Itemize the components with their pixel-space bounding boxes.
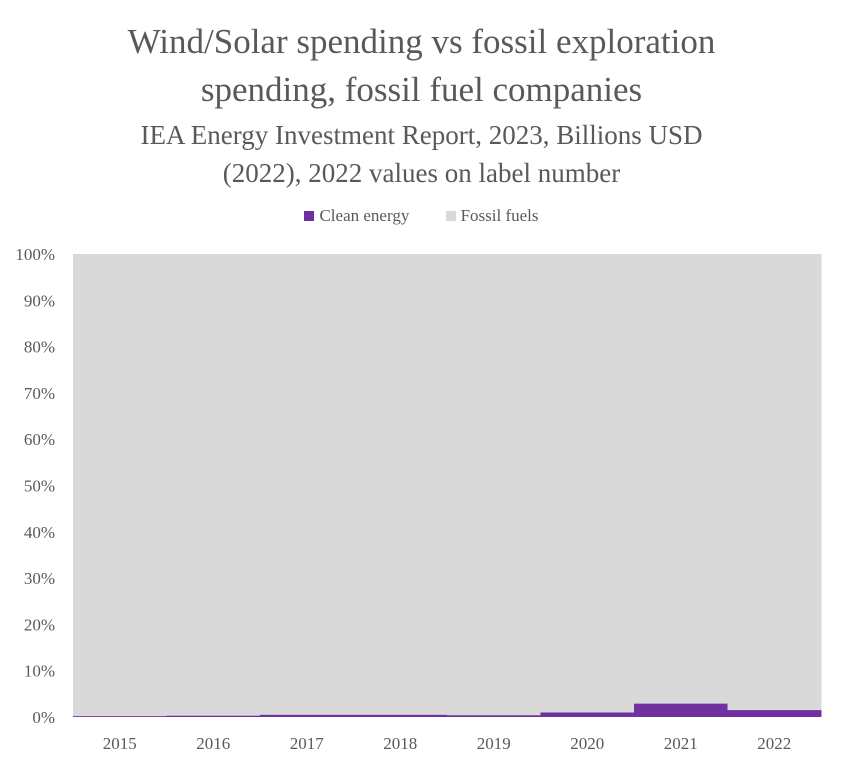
legend-label-fossil-fuels: Fossil fuels — [460, 206, 539, 225]
bar-clean-energy-2017 — [260, 714, 354, 717]
chart-title: Wind/Solar spending vs fossil exploratio… — [0, 18, 843, 114]
y-tick-label: 50% — [24, 477, 55, 496]
chart-subtitle-line: IEA Energy Investment Report, 2023, Bill… — [140, 120, 703, 188]
bar-fossil-fuels-2018 — [353, 254, 448, 715]
bar-fossil-fuels-2022 — [727, 254, 822, 711]
legend-item-fossil-fuels: Fossil fuels — [445, 206, 539, 226]
y-tick-label: 40% — [24, 523, 55, 542]
x-tick-label: 2017 — [290, 734, 325, 753]
legend-swatch-clean-energy — [304, 211, 315, 221]
bar-clean-energy-2022 — [727, 710, 822, 717]
y-tick-label: 0% — [32, 708, 55, 727]
bar-fossil-fuels-2021 — [634, 254, 728, 704]
x-tick-label: 2018 — [383, 734, 417, 753]
bar-clean-energy-2015 — [73, 716, 167, 717]
bar-clean-energy-2021 — [634, 703, 728, 717]
bar-clean-energy-2019 — [447, 715, 541, 717]
bar-fossil-fuels-2016 — [166, 254, 261, 716]
x-tick-label: 2019 — [477, 734, 511, 753]
y-tick-label: 80% — [24, 338, 55, 357]
chart-title-line: Wind/Solar spending vs fossil exploratio… — [127, 22, 716, 109]
chart-subtitle: IEA Energy Investment Report, 2023, Bill… — [0, 116, 843, 192]
bar-clean-energy-2016 — [166, 715, 261, 717]
legend-swatch-fossil-fuels — [445, 211, 456, 221]
bar-clean-energy-2018 — [353, 714, 448, 717]
bar-fossil-fuels-2015 — [73, 254, 167, 717]
x-tick-label: 2016 — [196, 734, 230, 753]
y-tick-label: 90% — [24, 291, 55, 310]
x-tick-label: 2015 — [103, 734, 137, 753]
y-tick-label: 10% — [24, 662, 55, 681]
bar-clean-energy-2020 — [540, 712, 635, 717]
bar-fossil-fuels-2020 — [540, 254, 635, 713]
x-tick-label: 2022 — [757, 734, 791, 753]
y-tick-label: 60% — [24, 430, 55, 449]
bar-fossil-fuels-2019 — [447, 254, 541, 716]
bar-fossil-fuels-2017 — [260, 254, 354, 715]
legend-item-clean-energy: Clean energy — [304, 206, 409, 226]
legend: Clean energy Fossil fuels — [0, 206, 843, 226]
legend-label-clean-energy: Clean energy — [319, 206, 410, 225]
x-tick-label: 2020 — [570, 734, 604, 753]
y-tick-label: 30% — [24, 569, 55, 588]
y-tick-label: 100% — [15, 245, 55, 264]
y-tick-label: 70% — [24, 384, 55, 403]
x-tick-label: 2021 — [664, 734, 698, 753]
y-tick-label: 20% — [24, 615, 55, 634]
